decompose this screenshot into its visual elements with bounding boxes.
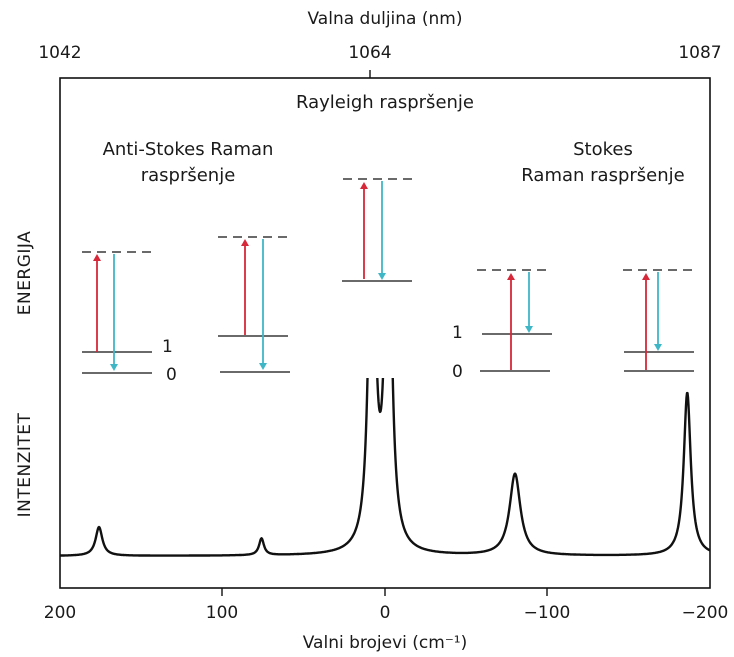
bottom-axis-title: Valni brojevi (cm⁻¹) [303,633,468,653]
level-label-1-right: 1 [452,323,463,343]
energy-label: ENERGIJA [15,231,35,316]
bottom-tick-minus200: −200 [682,603,729,623]
anti-stokes-heading-line1: Anti-Stokes Raman [103,139,274,160]
stokes-levels-1 [477,269,552,372]
top-axis-title: Valna duljina (nm) [308,9,463,29]
bottom-tick-200: 200 [44,603,76,623]
anti-stokes-levels-2 [218,236,290,373]
anti-stokes-levels-1 [82,251,152,374]
bottom-tick-100: 100 [206,603,238,623]
stokes-levels-2 [623,269,694,372]
top-tick-1087: 1087 [678,43,721,63]
spectrum-curve-group [60,378,710,557]
top-tick-1042: 1042 [38,43,81,63]
level-label-0-left: 0 [166,365,177,385]
anti-stokes-heading-line2: raspršenje [141,165,236,186]
bottom-tick-minus100: −100 [524,603,571,623]
intensity-label: INTENZITET [15,413,35,518]
stokes-heading-line2: Raman raspršenje [521,165,684,186]
top-tick-1064: 1064 [348,43,391,63]
spectrum-curve [60,378,710,557]
rayleigh-levels [342,178,413,282]
rayleigh-heading: Rayleigh raspršenje [296,92,474,113]
stokes-heading-line1: Stokes [573,139,633,160]
bottom-tick-0: 0 [380,603,391,623]
bottom-ticks [221,588,548,596]
level-label-0-right: 0 [452,362,463,382]
level-label-1-left: 1 [162,337,173,357]
